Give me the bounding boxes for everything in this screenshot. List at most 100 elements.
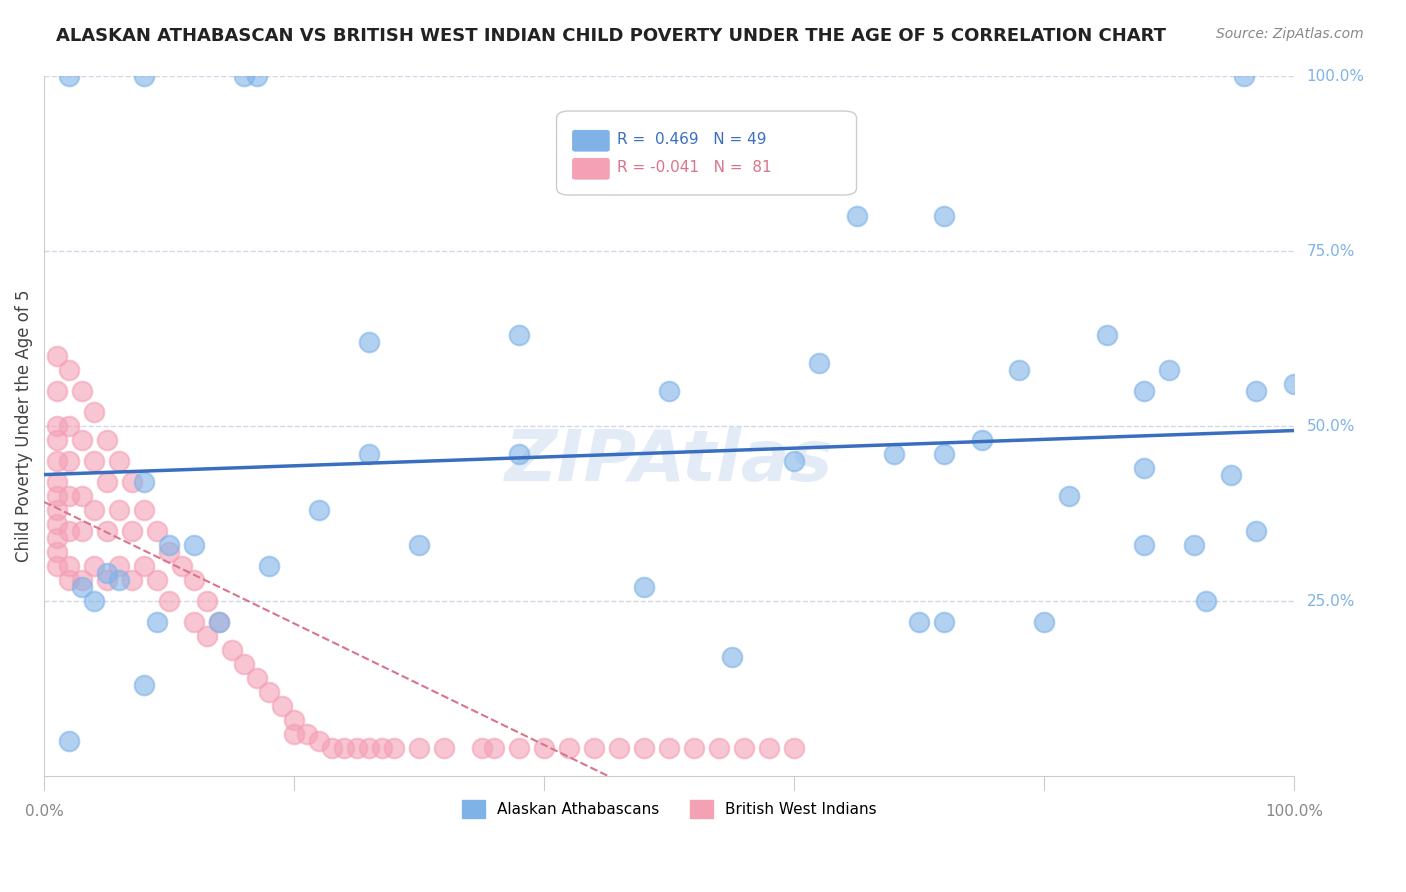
Point xyxy=(96,573,118,587)
Point xyxy=(1133,461,1156,475)
Point xyxy=(208,615,231,629)
Point xyxy=(96,566,118,581)
Point xyxy=(908,615,931,629)
Point xyxy=(157,538,180,552)
Point xyxy=(45,503,67,517)
Point xyxy=(932,209,955,223)
Point xyxy=(1246,384,1268,398)
Point xyxy=(96,475,118,489)
Point xyxy=(970,433,993,447)
Point xyxy=(508,328,530,343)
Point xyxy=(58,573,80,587)
Point xyxy=(233,657,256,672)
Point xyxy=(70,573,93,587)
Point xyxy=(45,475,67,489)
Point xyxy=(45,419,67,434)
Point xyxy=(96,524,118,538)
Text: ZIPAtlas: ZIPAtlas xyxy=(505,426,834,496)
Point xyxy=(295,727,318,741)
Point xyxy=(471,741,494,756)
Point xyxy=(145,524,167,538)
Point xyxy=(108,503,131,517)
Point xyxy=(257,685,280,699)
Point xyxy=(808,356,831,370)
Point xyxy=(333,741,356,756)
Point xyxy=(157,545,180,559)
Point xyxy=(1282,377,1305,392)
Text: Source: ZipAtlas.com: Source: ZipAtlas.com xyxy=(1216,27,1364,41)
Point xyxy=(720,650,742,665)
Point xyxy=(45,454,67,468)
Point xyxy=(58,489,80,503)
Text: 100.0%: 100.0% xyxy=(1306,69,1364,84)
Point xyxy=(321,741,343,756)
Text: 50.0%: 50.0% xyxy=(1306,418,1355,434)
Text: 100.0%: 100.0% xyxy=(1265,805,1323,819)
Point xyxy=(58,559,80,574)
Point xyxy=(1033,615,1056,629)
Point xyxy=(45,517,67,532)
Point xyxy=(58,734,80,748)
Point xyxy=(183,538,205,552)
Point xyxy=(108,454,131,468)
Point xyxy=(308,734,330,748)
Point xyxy=(482,741,505,756)
Point xyxy=(359,334,381,349)
Point xyxy=(845,209,868,223)
Point xyxy=(359,447,381,461)
Point xyxy=(270,699,292,714)
Point xyxy=(370,741,392,756)
Point xyxy=(758,741,780,756)
Point xyxy=(508,447,530,461)
Point xyxy=(45,433,67,447)
Point xyxy=(1246,524,1268,538)
Point xyxy=(45,545,67,559)
FancyBboxPatch shape xyxy=(557,111,856,195)
Point xyxy=(1133,538,1156,552)
Point xyxy=(121,573,143,587)
Point xyxy=(558,741,581,756)
Point xyxy=(208,615,231,629)
Point xyxy=(45,384,67,398)
Point xyxy=(733,741,755,756)
FancyBboxPatch shape xyxy=(572,159,609,179)
Point xyxy=(70,489,93,503)
Point xyxy=(70,433,93,447)
Text: R =  0.469   N = 49: R = 0.469 N = 49 xyxy=(617,131,766,146)
Point xyxy=(83,454,105,468)
Point xyxy=(58,454,80,468)
Point xyxy=(683,741,706,756)
Point xyxy=(1095,328,1118,343)
Point xyxy=(132,678,155,692)
Point xyxy=(359,741,381,756)
Point xyxy=(58,419,80,434)
Point xyxy=(195,629,218,643)
Point xyxy=(283,727,305,741)
Point xyxy=(195,594,218,608)
Point xyxy=(308,503,330,517)
Point xyxy=(45,559,67,574)
Point xyxy=(83,594,105,608)
Point xyxy=(257,559,280,574)
Point xyxy=(245,69,267,83)
Point xyxy=(1233,69,1256,83)
Text: R = -0.041   N =  81: R = -0.041 N = 81 xyxy=(617,160,770,175)
Point xyxy=(607,741,630,756)
Point xyxy=(132,559,155,574)
Text: 75.0%: 75.0% xyxy=(1306,244,1355,259)
Point xyxy=(83,405,105,419)
Legend: Alaskan Athabascans, British West Indians: Alaskan Athabascans, British West Indian… xyxy=(456,794,883,824)
Point xyxy=(783,454,806,468)
Point xyxy=(245,671,267,685)
Point xyxy=(932,615,955,629)
Point xyxy=(145,615,167,629)
Point xyxy=(121,524,143,538)
Point xyxy=(382,741,405,756)
Point xyxy=(221,643,243,657)
Point xyxy=(183,573,205,587)
Point xyxy=(70,384,93,398)
Point xyxy=(707,741,730,756)
Point xyxy=(583,741,606,756)
Point xyxy=(108,573,131,587)
Point xyxy=(1057,489,1080,503)
